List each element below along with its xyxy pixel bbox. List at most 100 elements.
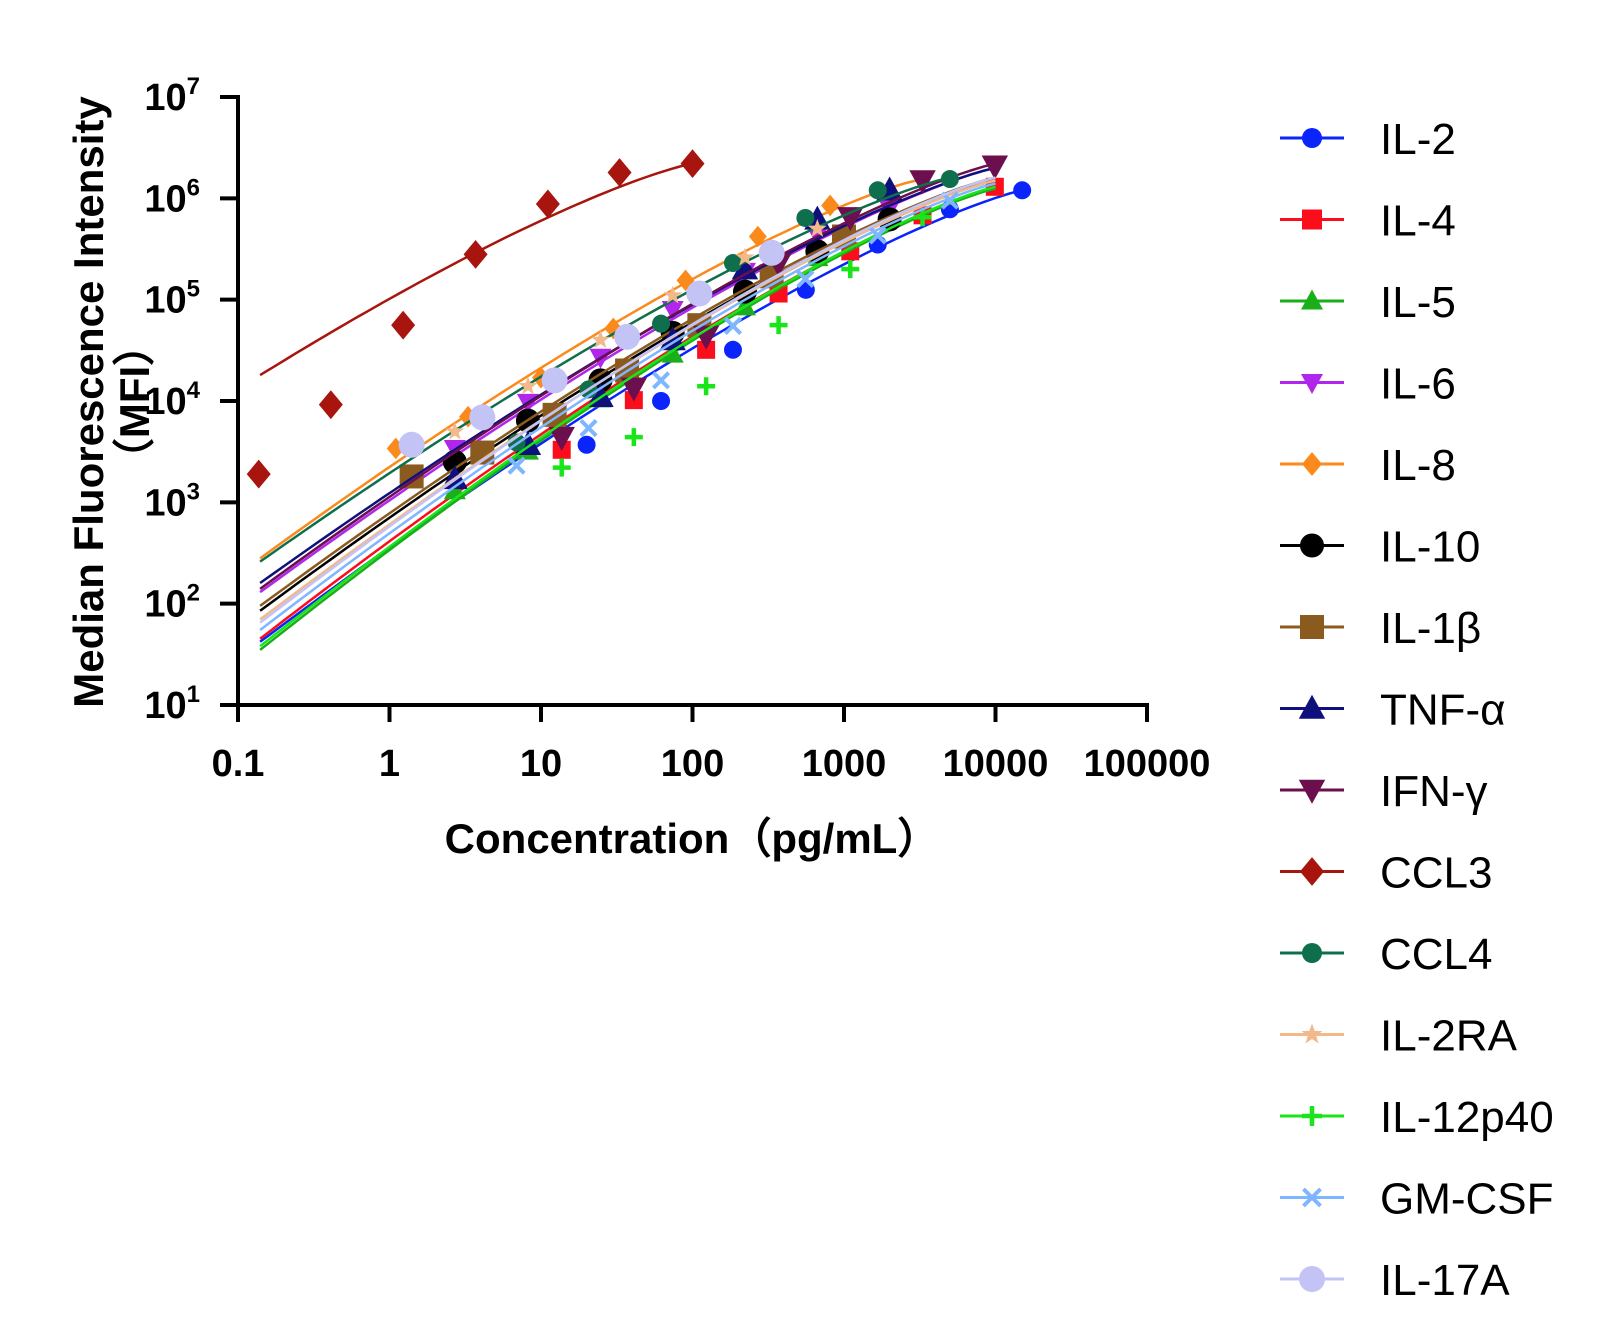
legend-marker (1298, 694, 1326, 719)
series-il-4 (259, 177, 1004, 640)
legend-marker (1300, 533, 1324, 558)
series-il-5 (259, 187, 996, 651)
y-tick-label: 104 (144, 377, 200, 423)
x-tick-label: 1000 (802, 743, 887, 785)
legend-item-il-12p40: IL-12p40 (1280, 1093, 1554, 1142)
legend-label: CCL3 (1380, 849, 1493, 898)
y-tick-label: 101 (144, 681, 200, 727)
y-tick-base: 10 (144, 381, 186, 423)
point-ccl4 (652, 314, 671, 333)
x-tick-label: 100000 (1084, 743, 1211, 785)
point-il-2ra (445, 421, 465, 440)
legend-marker (1302, 1106, 1322, 1126)
point-gm-csf (579, 419, 598, 438)
point-ccl3 (680, 149, 705, 179)
point-il-12p40 (624, 428, 643, 447)
y-tick-exponent: 7 (187, 73, 200, 100)
legend-marker (1302, 209, 1322, 230)
series-il-2 (259, 181, 1032, 643)
point-il-6 (661, 300, 684, 321)
point-il-12p40 (769, 316, 788, 335)
legend-label: IL-4 (1380, 197, 1456, 246)
legend-item-il-2ra: IL-2RA (1280, 1012, 1518, 1061)
point-ccl4 (868, 181, 887, 200)
point-il-2ra (518, 376, 538, 395)
plot-area (246, 149, 1032, 651)
y-tick-base: 10 (144, 178, 186, 220)
point-ccl4 (940, 170, 959, 189)
legend-label: TNF-α (1380, 686, 1506, 735)
point-il-4 (697, 340, 716, 359)
y-tick-exponent: 3 (187, 478, 200, 505)
legend-item-il-10: IL-10 (1280, 523, 1480, 572)
x-tick-label: 0.1 (212, 743, 265, 785)
point-il-17a (686, 280, 713, 307)
point-gm-csf (651, 371, 671, 390)
point-il-2 (1013, 181, 1032, 200)
point-ccl4 (796, 208, 815, 227)
point-il-2ra (807, 218, 827, 237)
legend-marker (1300, 615, 1324, 639)
point-ifn- (620, 377, 648, 402)
point-ccl3 (318, 390, 343, 420)
y-tick-base: 10 (144, 280, 186, 322)
x-tick-label: 10000 (943, 743, 1049, 785)
legend-marker (1302, 128, 1322, 148)
y-tick-exponent: 4 (187, 377, 201, 404)
legend-label: IL-10 (1380, 523, 1480, 572)
legend-marker (1302, 943, 1322, 963)
legend-label: IL-6 (1380, 360, 1456, 409)
y-tick-label: 103 (144, 478, 200, 524)
tick-group: 0.1 1 10 100 1000 10000 1000001011021031041051… (144, 73, 1210, 785)
legend-label: GM-CSF (1380, 1175, 1554, 1224)
legend-item-il-4: IL-4 (1280, 197, 1456, 246)
point-il-2ra (591, 330, 610, 349)
legend-marker (1300, 857, 1324, 886)
legend-label: IL-8 (1380, 441, 1456, 490)
y-axis-title-group: Median Fluorescence Intensity （MFI） (65, 96, 158, 708)
point-il-12p40 (697, 377, 716, 396)
point-gm-csf (796, 269, 815, 289)
legend-item-il-17a: IL-17A (1280, 1256, 1510, 1305)
legend-marker (1301, 374, 1323, 394)
y-tick-exponent: 2 (187, 580, 200, 607)
point-il-17a (398, 431, 425, 458)
legend-item-ccl3: CCL3 (1280, 849, 1493, 898)
x-tick-label: 100 (661, 743, 724, 785)
legend-label: IL-12p40 (1380, 1093, 1554, 1142)
axes (236, 95, 1149, 707)
point-gm-csf (723, 316, 743, 336)
point-il-2ra (663, 285, 683, 304)
y-tick-base: 10 (144, 77, 186, 119)
y-tick-exponent: 5 (187, 276, 200, 303)
y-tick-base: 10 (144, 482, 186, 524)
x-tick-label: 10 (520, 743, 562, 785)
y-tick-label: 105 (144, 276, 200, 322)
point-il-17a (614, 323, 641, 350)
legend-label: IL-5 (1380, 278, 1456, 327)
point-il-2ra (735, 247, 755, 266)
point-il-12p40 (913, 208, 932, 227)
point-il-12p40 (841, 260, 860, 279)
legend-label: IL-17A (1380, 1256, 1510, 1305)
y-tick-label: 102 (144, 580, 200, 626)
legend-label: CCL4 (1380, 930, 1493, 979)
point-ifn- (981, 155, 1009, 180)
series-gm-csf (259, 182, 996, 631)
y-tick-base: 10 (144, 685, 186, 727)
y-axis-title-line2: （MFI） (111, 324, 158, 480)
point-il-2 (652, 392, 671, 410)
point-tnf- (731, 255, 759, 280)
point-gm-csf (868, 226, 887, 245)
curve-il-1- (259, 176, 996, 607)
point-ifn- (548, 426, 575, 451)
legend-marker (1302, 1187, 1322, 1208)
series-il-17a (259, 176, 996, 624)
point-ifn- (909, 170, 936, 195)
legend-marker (1299, 1266, 1325, 1292)
legend-item-il-2: IL-2 (1280, 115, 1456, 164)
point-ccl3 (391, 310, 416, 340)
curve-il-4 (259, 187, 996, 640)
legend-marker (1301, 1023, 1323, 1044)
